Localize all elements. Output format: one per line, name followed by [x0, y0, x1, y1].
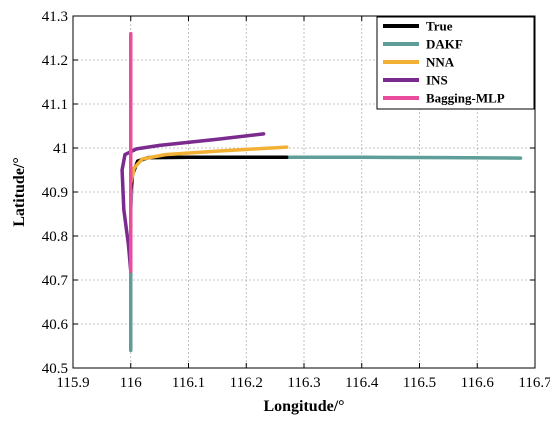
x-tick-labels: 115.9 116 116.1 116.2 116.3 116.4 116.5 116.6 11…: [56, 375, 550, 391]
x-tick-label: 115.9: [56, 375, 89, 391]
y-tick-label: 41: [53, 141, 68, 157]
y-tick-label: 40.5: [42, 361, 68, 377]
y-axis-label: Latitude/°: [11, 157, 28, 227]
x-tick-label: 116.7: [518, 375, 550, 391]
x-axis-label: Longitude/°: [263, 398, 344, 415]
y-tick-label: 40.8: [42, 229, 68, 245]
series-line-true: [129, 155, 289, 194]
x-tick-label: 116.5: [403, 375, 436, 391]
x-tick-label: 116.1: [172, 375, 205, 391]
y-tick-label: 40.7: [42, 273, 69, 289]
x-tick-label: 116.6: [461, 375, 495, 391]
series-line-nna: [129, 145, 289, 185]
y-tick-label: 41.3: [42, 9, 68, 25]
x-tick-label: 116.4: [345, 375, 379, 391]
legend-label-ins: INS: [426, 73, 448, 88]
y-tick-label: 40.9: [42, 185, 68, 201]
series-line-dakf: [129, 155, 523, 353]
y-tick-label: 40.6: [42, 317, 69, 333]
x-tick-label: 116.2: [230, 375, 263, 391]
series-lines: [120, 31, 523, 353]
x-tick-label: 116.3: [287, 375, 320, 391]
y-tick-label: 41.1: [42, 97, 68, 113]
legend-label-nna: NNA: [426, 55, 455, 70]
legend-label-true: True: [426, 19, 453, 34]
x-tick-label: 116: [120, 375, 142, 391]
legend-label-dakf: DAKF: [426, 37, 463, 52]
y-tick-labels: 40.5 40.6 40.7 40.8 40.9 41 41.1 41.2 41.3: [42, 9, 69, 377]
series-line-ins: [120, 132, 266, 273]
legend: True DAKF NNA INS Bagging-MLP: [376, 16, 535, 110]
legend-label-bagging-mlp: Bagging-MLP: [426, 91, 505, 106]
y-tick-label: 41.2: [42, 53, 68, 69]
